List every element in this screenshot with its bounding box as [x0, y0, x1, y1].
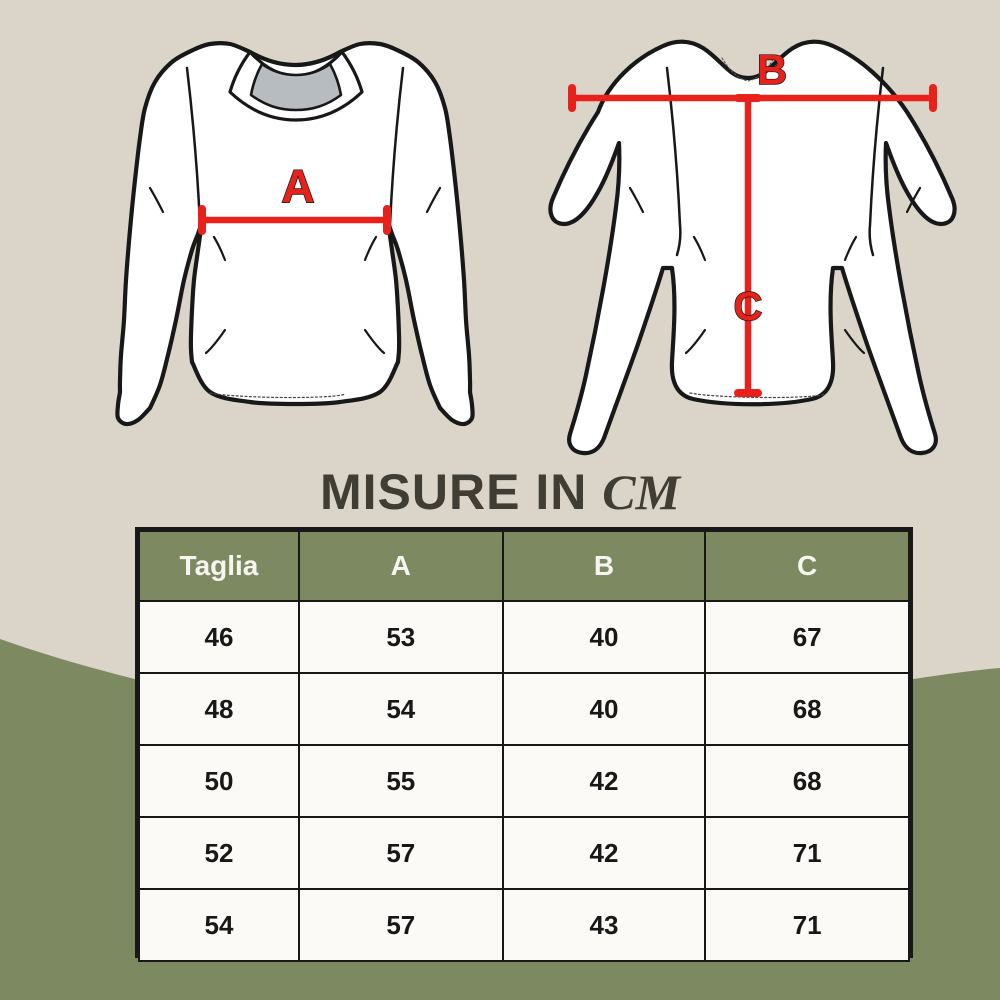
svg-text:C: C — [734, 285, 763, 329]
svg-text:B: B — [757, 46, 787, 93]
